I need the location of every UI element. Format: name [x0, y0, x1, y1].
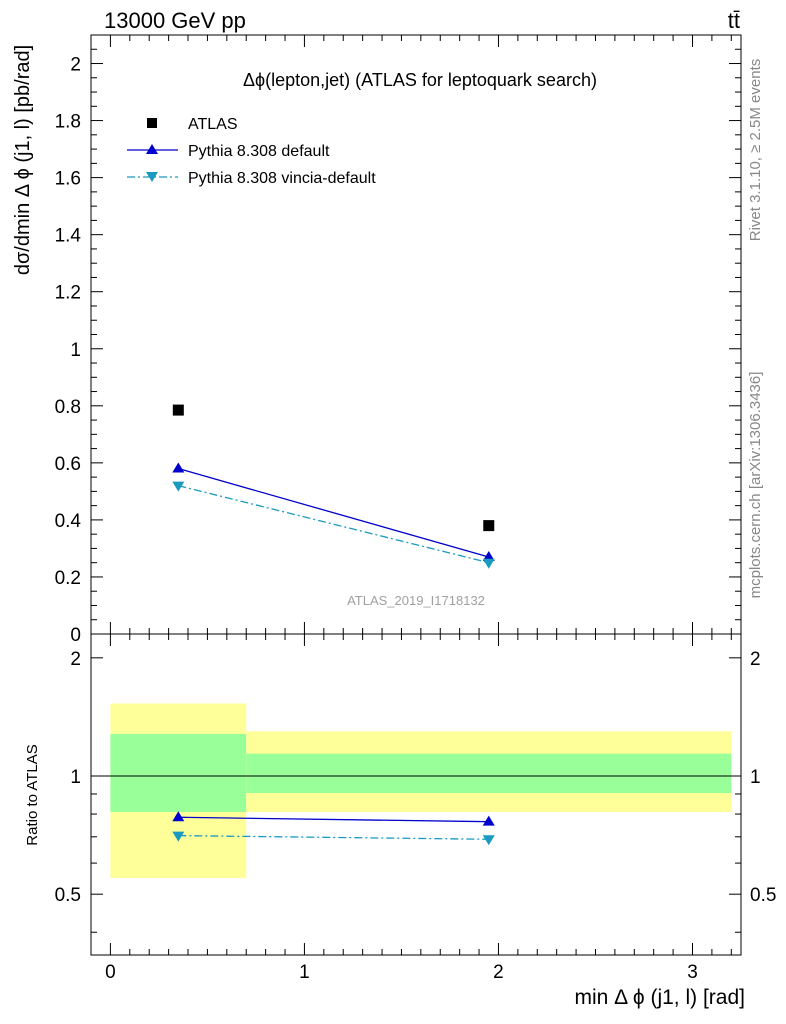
y-tick-label-ratio-right: 2: [750, 649, 761, 670]
y-tick-label-ratio: 0.5: [55, 885, 81, 906]
plot-title: Δϕ(lepton,jet) (ATLAS for leptoquark sea…: [243, 70, 597, 90]
main-data-point-2: [482, 558, 495, 569]
legend-label-default: Pythia 8.308 default: [188, 143, 330, 160]
y-tick-label-ratio-right: 1: [750, 767, 761, 788]
x-tick-label: 1: [299, 962, 310, 983]
uncertainty-band-inner: [110, 733, 247, 812]
y-tick-label-main: 0.4: [55, 511, 82, 532]
legend-item-default: Pythia 8.308 default: [127, 143, 330, 160]
y-tick-label-main: 1.2: [55, 283, 81, 304]
legend-item-atlas: ATLAS: [147, 116, 238, 133]
main-data-point-0: [172, 404, 184, 416]
legend-marker-default: [146, 144, 158, 154]
main-data-point-1: [482, 550, 495, 561]
y-tick-label-main: 0.8: [55, 397, 81, 418]
legend-marker-atlas: [147, 118, 157, 128]
process-label: tt̄: [728, 8, 740, 33]
y-tick-label-main: 1: [70, 340, 81, 361]
main-panel: 0 0.2 0.4 0.6 0.8 1 1.2 1.4 1.6 1.8 2: [55, 34, 742, 646]
x-tick-label: 3: [687, 962, 698, 983]
legend: ATLAS Pythia 8.308 default Pythia 8.308 …: [127, 116, 376, 187]
legend-label-vincia: Pythia 8.308 vincia-default: [188, 170, 376, 187]
x-tick-label: 0: [105, 962, 116, 983]
y-axis-label-main: dσ/dmin Δ ϕ (j1, l) [pb/rad]: [12, 45, 34, 275]
analysis-watermark: ATLAS_2019_I1718132: [347, 593, 485, 608]
legend-item-vincia: Pythia 8.308 vincia-default: [127, 170, 376, 187]
ratio-series-line-1: [178, 834, 489, 840]
legend-label-atlas: ATLAS: [188, 116, 238, 133]
ratio-data-point-0: [172, 811, 185, 822]
y-tick-label-main: 1.6: [55, 169, 81, 190]
ratio-series-line-0: [178, 816, 489, 823]
y-axis-label-ratio: Ratio to ATLAS: [24, 744, 41, 845]
x-axis-label: min Δ ϕ (j1, l) [rad]: [575, 986, 746, 1009]
y-tick-label-ratio-right: 0.5: [750, 885, 776, 906]
y-tick-label-main: 1.8: [55, 112, 81, 133]
y-tick-label-main: 2: [70, 55, 81, 76]
y-tick-label-ratio: 2: [70, 649, 81, 670]
x-tick-label: 2: [493, 962, 504, 983]
ratio-data-point-0: [482, 815, 495, 826]
energy-label: 13000 GeV pp: [104, 8, 246, 33]
main-data-point-2: [172, 481, 185, 492]
y-tick-label-main: 1.4: [55, 226, 82, 247]
y-tick-label-ratio: 1: [70, 767, 81, 788]
y-tick-label-main: 0.6: [55, 454, 81, 475]
main-series-line-2: [178, 485, 489, 564]
mcplots-label: mcplots.cern.ch [arXiv:1306.3436]: [747, 372, 764, 599]
rivet-label: Rivet 3.1.10, ≥ 2.5M events: [747, 59, 764, 242]
main-data-point-1: [172, 462, 185, 473]
ratio-panel: 0.5 0.5 1 1 2 2 0 1 2 3: [55, 633, 776, 983]
ratio-data-point-1: [482, 835, 495, 846]
main-data-point-0: [483, 520, 495, 532]
uncertainty-band-inner: [246, 753, 732, 794]
legend-marker-vincia: [146, 172, 158, 182]
y-tick-label-main: 0: [70, 625, 81, 646]
ratio-data-point-1: [172, 831, 185, 842]
ratio-frame: [90, 633, 742, 956]
main-series-line-1: [178, 467, 489, 558]
y-tick-label-main: 0.2: [55, 568, 81, 589]
